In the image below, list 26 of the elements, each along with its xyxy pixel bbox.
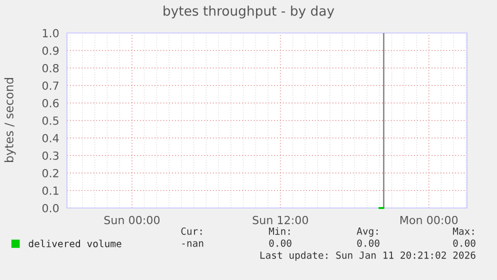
y-tick-label: 0.4	[42, 134, 59, 142]
y-axis-title: bytes / second	[4, 78, 16, 162]
y-tick-label: 0.5	[42, 116, 58, 125]
y-tick-label: 0.0	[42, 204, 59, 212]
y-tick-label: 0.1	[42, 186, 58, 195]
text: Max:	[452, 228, 474, 235]
text: -nan	[182, 241, 204, 247]
chart-title: bytes throughput - by day	[164, 6, 334, 18]
y-tick-label: 0.8	[42, 64, 59, 72]
text: 0.00	[269, 239, 292, 247]
text: 0.00	[357, 239, 380, 247]
x-tick-label: Sun 00:00	[104, 216, 160, 224]
text: Min:	[268, 227, 290, 235]
y-tick-label: 0.7	[42, 81, 58, 90]
y-tick-label: 0.3	[42, 151, 58, 160]
y-tick-label: 0.9	[42, 46, 59, 55]
text: 0.00	[453, 239, 476, 247]
text: Avg:	[356, 228, 378, 237]
x-tick-label: Sun 12:00	[252, 216, 308, 224]
x-tick-label: Mon 00:00	[400, 216, 458, 224]
legend-label: delivered volume	[28, 240, 122, 248]
text: Last update: Sun Jan 11 20:21:02 2026	[260, 251, 476, 261]
y-tick-label: 0.2	[42, 168, 58, 178]
y-tick-label: 0.6	[42, 98, 59, 108]
text: Cur:	[181, 227, 202, 235]
y-tick-label: 1.0	[42, 28, 59, 38]
